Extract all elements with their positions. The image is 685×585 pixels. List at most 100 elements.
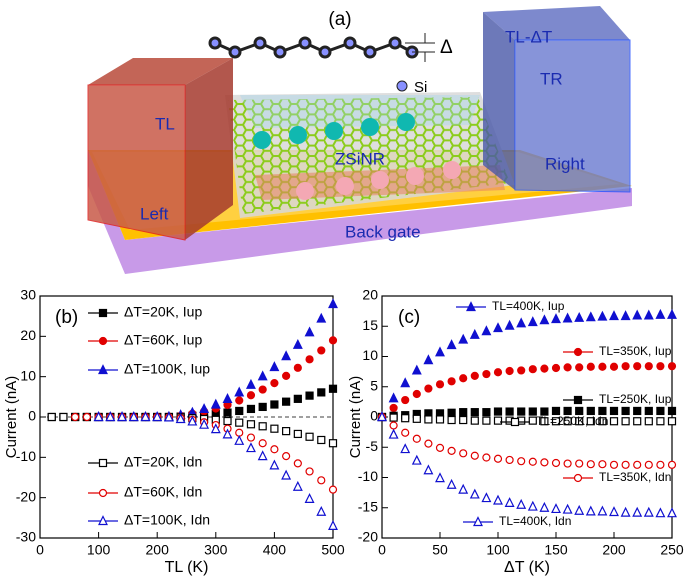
marker bbox=[551, 417, 561, 426]
marker bbox=[481, 325, 492, 336]
marker bbox=[388, 392, 399, 403]
marker bbox=[504, 319, 515, 330]
marker bbox=[655, 308, 666, 319]
marker bbox=[528, 457, 537, 466]
marker bbox=[493, 322, 503, 333]
marker bbox=[71, 412, 80, 422]
marker bbox=[528, 416, 537, 425]
marker bbox=[621, 362, 630, 371]
marker bbox=[656, 362, 665, 371]
marker bbox=[435, 415, 445, 424]
marker bbox=[644, 406, 653, 416]
marker bbox=[234, 434, 245, 445]
marker bbox=[516, 317, 527, 328]
marker bbox=[609, 406, 619, 416]
marker bbox=[235, 406, 244, 416]
legend-marker bbox=[466, 301, 476, 312]
marker bbox=[175, 413, 186, 424]
marker bbox=[317, 388, 326, 397]
x-tick-label: 300 bbox=[204, 542, 228, 558]
legend-label: TL=250K, Iup bbox=[599, 392, 672, 406]
marker bbox=[575, 406, 584, 416]
x-tick-label: 0 bbox=[36, 542, 44, 558]
marker bbox=[575, 459, 584, 468]
legend-label: TL=350K, Idn bbox=[599, 470, 671, 484]
marker bbox=[458, 333, 469, 344]
y-axis-label: Current (nA) bbox=[347, 376, 364, 459]
marker bbox=[667, 362, 677, 371]
marker bbox=[411, 454, 422, 465]
marker bbox=[328, 520, 338, 531]
marker bbox=[258, 422, 267, 431]
marker bbox=[563, 459, 572, 468]
marker bbox=[270, 379, 279, 388]
gate-front bbox=[125, 188, 632, 274]
marker bbox=[257, 450, 268, 461]
right-mid-label: TR bbox=[540, 69, 563, 88]
marker bbox=[621, 406, 630, 416]
marker bbox=[482, 369, 491, 379]
marker bbox=[644, 417, 653, 426]
marker bbox=[656, 406, 665, 416]
marker bbox=[270, 400, 279, 409]
marker bbox=[246, 391, 256, 400]
marker bbox=[540, 407, 549, 416]
legend-marker bbox=[510, 417, 520, 427]
marker bbox=[400, 377, 411, 388]
marker bbox=[667, 507, 677, 518]
x-tick-label: 100 bbox=[87, 542, 111, 558]
marker bbox=[482, 408, 491, 417]
y-tick-label: 20 bbox=[20, 327, 36, 343]
marker bbox=[316, 312, 327, 323]
marker bbox=[598, 406, 607, 416]
y-tick-label: -5 bbox=[366, 438, 379, 454]
gate-label: Back gate bbox=[345, 222, 421, 241]
y-tick-label: 20 bbox=[362, 287, 378, 303]
marker bbox=[305, 391, 314, 400]
marker bbox=[493, 494, 503, 505]
marker bbox=[282, 397, 291, 406]
marker bbox=[493, 454, 503, 463]
y-tick-label: 15 bbox=[362, 317, 378, 333]
spin-up-atoms bbox=[253, 113, 415, 149]
marker bbox=[293, 394, 302, 403]
marker bbox=[643, 506, 654, 517]
marker bbox=[424, 384, 433, 393]
y-tick-label: 10 bbox=[362, 347, 378, 363]
marker bbox=[305, 467, 314, 476]
left-lead bbox=[87, 58, 233, 241]
marker bbox=[598, 460, 607, 469]
legend-marker bbox=[573, 395, 583, 405]
marker bbox=[667, 417, 677, 426]
marker bbox=[328, 336, 338, 345]
marker bbox=[435, 346, 445, 357]
marker bbox=[586, 362, 595, 371]
marker bbox=[317, 346, 326, 355]
marker bbox=[59, 412, 68, 422]
marker bbox=[563, 406, 572, 416]
marker bbox=[411, 364, 422, 375]
marker bbox=[258, 439, 267, 448]
chart: 0 100 200 300 400 500 -30 -20 -10 0 10 20 30 TL (K) Cu… bbox=[3, 287, 345, 577]
legend-marker bbox=[473, 516, 483, 527]
marker bbox=[470, 451, 479, 460]
marker bbox=[574, 311, 585, 322]
marker bbox=[317, 435, 326, 445]
marker bbox=[281, 469, 292, 480]
legend-marker bbox=[573, 473, 583, 483]
marker bbox=[199, 403, 210, 414]
marker bbox=[305, 432, 314, 441]
marker bbox=[528, 407, 537, 416]
marker bbox=[447, 377, 456, 386]
legend-marker bbox=[98, 515, 108, 526]
marker bbox=[551, 313, 561, 324]
marker bbox=[585, 311, 596, 322]
legend-label: TL=400K, Iup bbox=[492, 299, 565, 313]
marker bbox=[316, 505, 327, 516]
panel-label: (b) bbox=[55, 307, 78, 328]
marker bbox=[328, 439, 338, 448]
marker bbox=[517, 457, 526, 466]
marker bbox=[493, 407, 503, 416]
marker bbox=[644, 362, 653, 371]
y-tick-label: 5 bbox=[370, 377, 378, 393]
